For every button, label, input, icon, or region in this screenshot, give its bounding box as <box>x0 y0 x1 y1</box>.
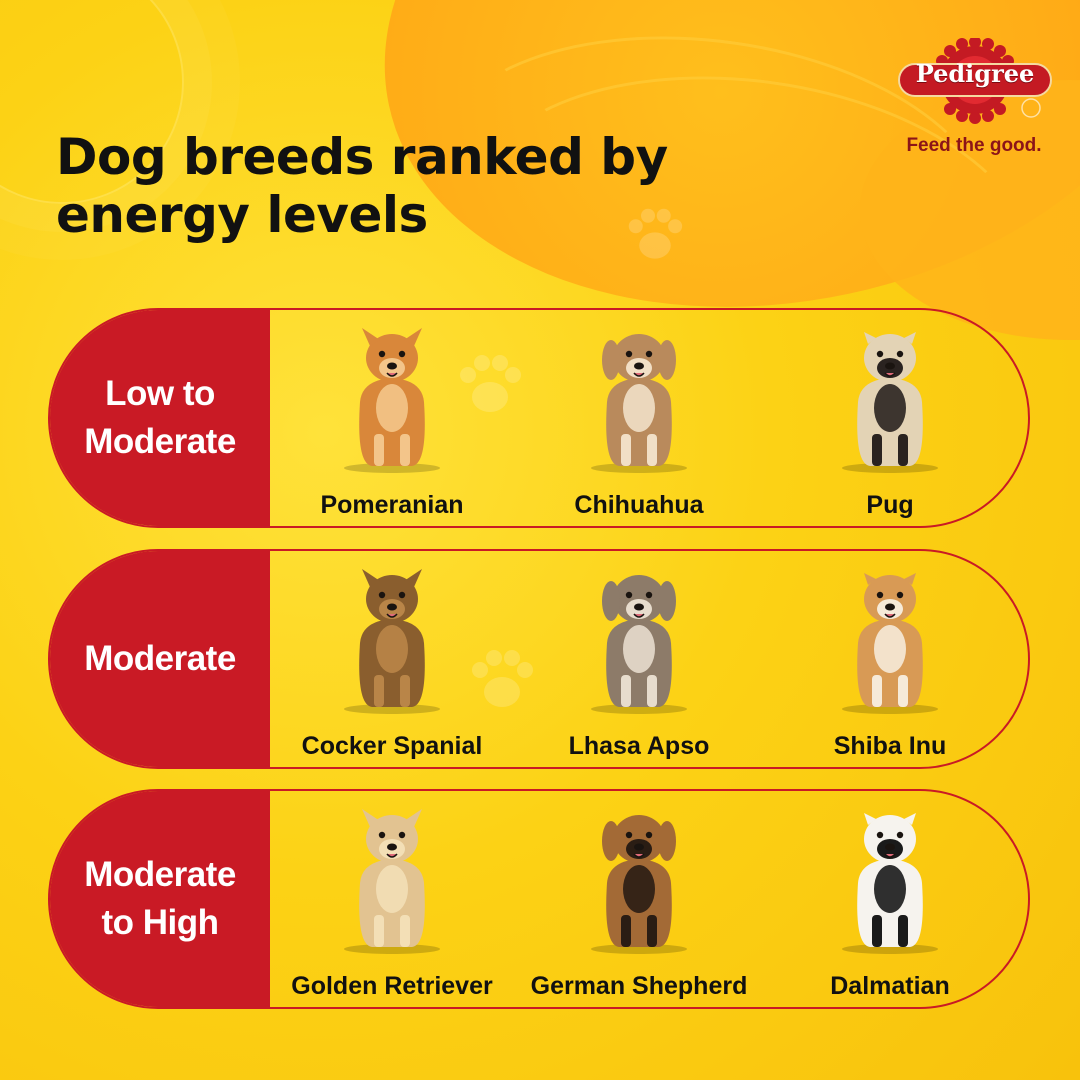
energy-level-text: Moderate to High <box>84 855 236 942</box>
breed-name: Chihuahua <box>574 491 704 519</box>
breed-card: Lhasa Apso <box>519 551 759 767</box>
dog-image <box>591 334 687 473</box>
energy-row: Moderate to High Golden Retriever <box>48 789 1030 1009</box>
breed-name: Lhasa Apso <box>568 732 710 760</box>
breed-name: Pug <box>866 491 914 519</box>
breed-card: Golden Retriever <box>272 791 512 1007</box>
page-title: Dog breeds ranked by energy levels <box>56 128 668 244</box>
dog-image <box>591 575 687 714</box>
pedigree-logo: Pedigree Feed the good. <box>893 38 1063 168</box>
energy-level-label: Moderate <box>50 551 270 767</box>
breed-name: Golden Retriever <box>291 972 493 1000</box>
paw-print-icon <box>460 355 521 412</box>
energy-level-label: Moderate to High <box>50 791 270 1007</box>
energy-level-label: Low to Moderate <box>50 310 270 526</box>
logo-wordmark: Pedigree <box>915 59 1035 88</box>
breed-name: German Shepherd <box>530 972 748 1000</box>
breed-name: Dalmatian <box>830 972 950 1000</box>
paw-print-icon <box>628 208 683 259</box>
breed-name: Cocker Spanial <box>301 732 483 760</box>
energy-row: Low to Moderate Pomeranian <box>48 308 1030 528</box>
dog-image <box>591 815 687 954</box>
breed-card: Cocker Spanial <box>272 551 512 767</box>
dog-image <box>842 573 938 714</box>
breed-card: Dalmatian <box>770 791 1010 1007</box>
energy-level-text: Moderate <box>84 639 236 678</box>
breed-card: German Shepherd <box>519 791 759 1007</box>
logo-badge <box>898 38 1052 124</box>
dog-image <box>842 813 938 954</box>
dog-image <box>344 569 440 714</box>
dog-image <box>842 332 938 473</box>
breed-card: Pug <box>770 310 1010 526</box>
tagline: Feed the good. <box>906 135 1042 156</box>
energy-row: Moderate Cocker Spanial <box>48 549 1030 769</box>
breed-name: Pomeranian <box>320 491 464 519</box>
breed-card: Chihuahua <box>519 310 759 526</box>
breed-name: Shiba Inu <box>833 732 947 760</box>
paw-print-icon <box>472 650 533 707</box>
breed-card: Shiba Inu <box>770 551 1010 767</box>
dog-image <box>344 328 440 473</box>
energy-level-text: Low to Moderate <box>84 374 236 461</box>
breed-card: Pomeranian <box>272 310 512 526</box>
dog-image <box>344 809 440 954</box>
